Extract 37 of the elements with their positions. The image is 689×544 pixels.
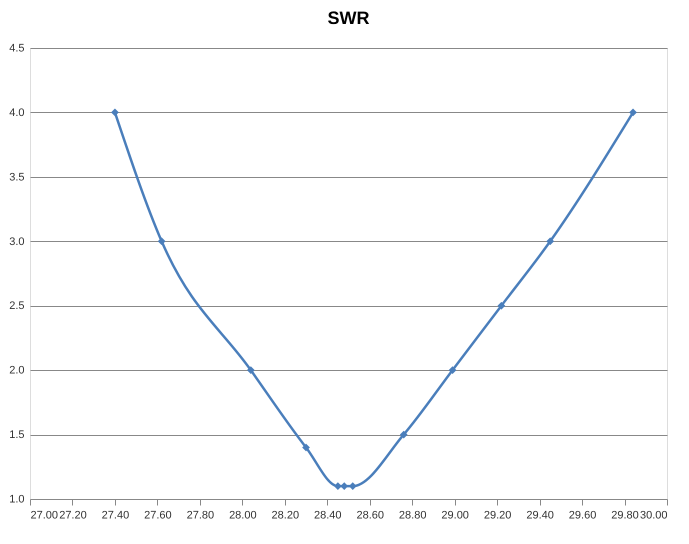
point <box>340 482 348 490</box>
x-tick-label: 28.80 <box>398 510 426 522</box>
y-tick-label: 4.5 <box>9 42 24 54</box>
point <box>348 482 357 490</box>
x-tick-label: 29.60 <box>568 510 596 522</box>
point <box>246 366 255 374</box>
x-tick-label: 27.80 <box>186 510 214 522</box>
y-tick-label: 4.0 <box>9 106 24 119</box>
x-tick-label: 28.20 <box>272 510 300 522</box>
y-tick-label: 3.5 <box>9 171 24 184</box>
x-tick-label: 29.40 <box>526 510 554 522</box>
point <box>448 366 456 374</box>
x-tick-label: 27.00 <box>30 510 58 522</box>
point <box>158 237 166 246</box>
x-tick-label: 27.40 <box>102 510 130 522</box>
chart-title: SWR <box>328 8 370 28</box>
y-tick-label: 2.0 <box>9 364 24 377</box>
x-tick-label: 28.40 <box>314 510 342 522</box>
x-tick-label: 28.00 <box>229 510 257 522</box>
point <box>498 302 506 310</box>
y-tick-label: 1.5 <box>9 429 24 442</box>
point <box>546 237 554 246</box>
x-tick-label: 30.00 <box>640 510 668 522</box>
point <box>302 444 310 452</box>
point <box>334 482 342 490</box>
x-tick-label: 28.60 <box>356 510 384 522</box>
x-tick-label: 27.60 <box>144 510 172 522</box>
point <box>629 108 637 116</box>
point <box>111 108 119 116</box>
point <box>400 430 408 438</box>
x-tick-label: 27.20 <box>59 510 87 522</box>
y-tick-label: 3.0 <box>9 236 24 248</box>
y-tick-label: 2.5 <box>9 300 24 312</box>
x-tick-label: 29.80 <box>611 510 639 522</box>
x-tick-label: 29.00 <box>441 510 469 522</box>
y-tick-label: 1.0 <box>9 494 24 506</box>
x-tick-label: 29.20 <box>484 510 512 522</box>
